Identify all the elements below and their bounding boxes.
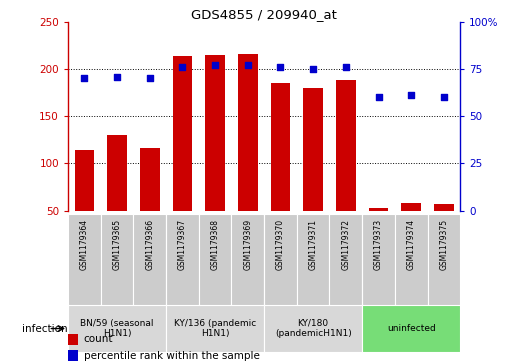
Bar — [362, 214, 395, 305]
Bar — [395, 214, 428, 305]
Bar — [271, 83, 290, 211]
Text: GSM1179371: GSM1179371 — [309, 219, 317, 270]
Point — [276, 64, 285, 70]
Bar — [231, 214, 264, 305]
Bar — [68, 305, 166, 352]
Bar — [297, 214, 329, 305]
Bar — [74, 150, 94, 211]
Text: GSM1179374: GSM1179374 — [407, 219, 416, 270]
Bar — [434, 204, 453, 211]
Bar — [173, 56, 192, 211]
Text: GSM1179367: GSM1179367 — [178, 219, 187, 270]
Text: GSM1179373: GSM1179373 — [374, 219, 383, 270]
Text: GSM1179369: GSM1179369 — [243, 219, 252, 270]
Bar — [166, 214, 199, 305]
Bar — [68, 334, 78, 345]
Bar — [369, 208, 388, 211]
Bar — [402, 203, 421, 211]
Bar — [264, 214, 297, 305]
Bar — [140, 148, 160, 211]
Text: GSM1179366: GSM1179366 — [145, 219, 154, 270]
Bar — [199, 214, 231, 305]
Text: GSM1179370: GSM1179370 — [276, 219, 285, 270]
Text: percentile rank within the sample: percentile rank within the sample — [84, 351, 259, 361]
Text: KY/136 (pandemic
H1N1): KY/136 (pandemic H1N1) — [174, 319, 256, 338]
Bar — [362, 305, 460, 352]
Bar — [107, 135, 127, 211]
Point — [145, 76, 154, 81]
Bar — [238, 54, 257, 211]
Text: GSM1179365: GSM1179365 — [112, 219, 121, 270]
Point — [342, 64, 350, 70]
Bar — [206, 55, 225, 211]
Bar — [303, 88, 323, 211]
Point — [244, 62, 252, 68]
Text: KY/180
(pandemicH1N1): KY/180 (pandemicH1N1) — [275, 319, 351, 338]
Point — [178, 64, 187, 70]
Bar — [264, 305, 362, 352]
Bar — [68, 214, 100, 305]
Text: uninfected: uninfected — [387, 324, 436, 333]
Text: BN/59 (seasonal
H1N1): BN/59 (seasonal H1N1) — [80, 319, 154, 338]
Point — [113, 74, 121, 79]
Bar — [133, 214, 166, 305]
Text: GSM1179375: GSM1179375 — [439, 219, 448, 270]
Point — [309, 66, 317, 72]
Text: GSM1179368: GSM1179368 — [211, 219, 220, 270]
Point — [211, 62, 219, 68]
Point — [407, 93, 415, 98]
Point — [440, 94, 448, 100]
Bar — [329, 214, 362, 305]
Text: count: count — [84, 334, 113, 344]
Bar — [100, 214, 133, 305]
Bar — [428, 214, 460, 305]
Point — [374, 94, 383, 100]
Text: GSM1179372: GSM1179372 — [342, 219, 350, 270]
Title: GDS4855 / 209940_at: GDS4855 / 209940_at — [191, 8, 337, 21]
Bar — [166, 305, 264, 352]
Bar — [336, 80, 356, 211]
Text: infection: infection — [22, 323, 68, 334]
Text: GSM1179364: GSM1179364 — [80, 219, 89, 270]
Point — [80, 76, 88, 81]
Bar — [68, 350, 78, 362]
